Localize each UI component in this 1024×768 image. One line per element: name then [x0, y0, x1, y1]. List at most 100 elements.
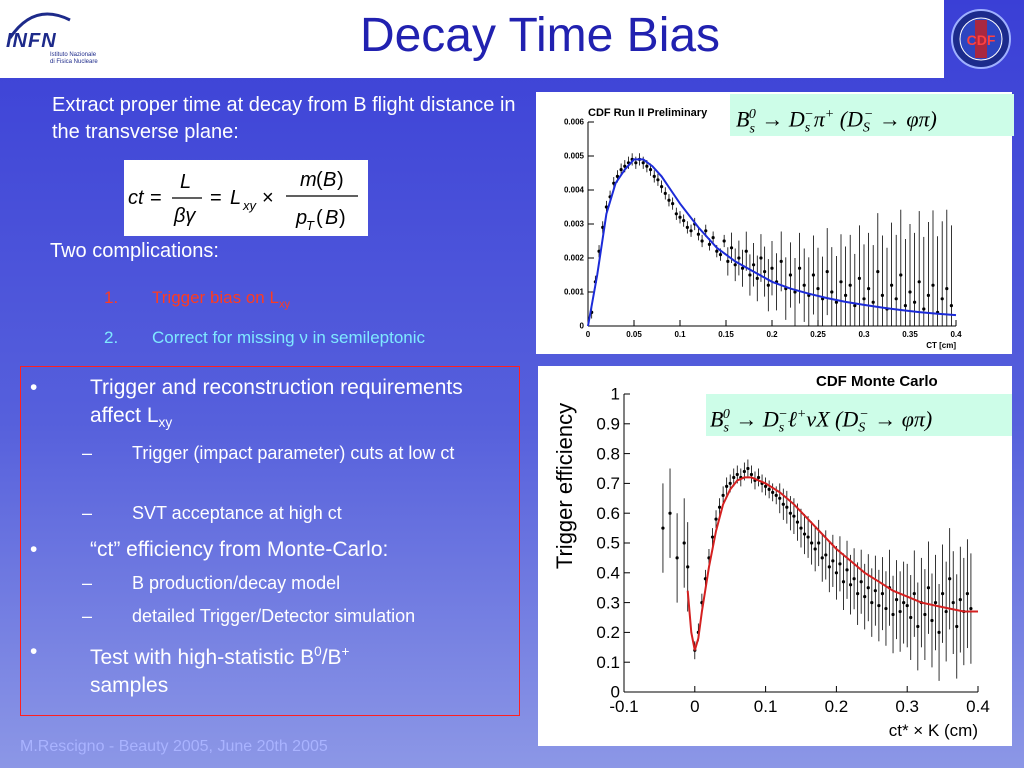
data-point: [951, 601, 955, 605]
data-point: [652, 174, 656, 178]
svg-text:(: (: [316, 169, 323, 191]
data-point: [824, 553, 828, 557]
data-point: [619, 168, 623, 172]
data-point: [778, 496, 782, 500]
data-point: [756, 475, 761, 480]
trigger-efficiency-chart: CDF Monte Carlo-0.1 0 0.1 0.2 0.3 0.400.10.20…: [552, 373, 990, 740]
data-point: [834, 571, 838, 575]
bullet-text: samples: [90, 674, 169, 697]
y-tick-label: 0.2: [596, 623, 620, 642]
y-tick-label: 0.7: [596, 474, 620, 493]
data-point: [802, 283, 806, 287]
data-point: [941, 592, 945, 596]
data-point: [641, 161, 645, 165]
data-point: [926, 293, 930, 297]
data-point: [923, 612, 927, 617]
svg-text:×: ×: [262, 187, 274, 209]
data-point: [908, 290, 912, 294]
data-point: [663, 191, 667, 195]
data-point: [752, 263, 756, 267]
cdf-logo-icon: CDF: [951, 9, 1011, 69]
data-point: [852, 577, 856, 581]
chart2-ylabel: Trigger efficiency: [552, 403, 577, 569]
data-point: [660, 185, 664, 189]
data-point: [912, 592, 916, 596]
data-point: [793, 290, 797, 294]
y-tick-label: 0: [611, 683, 620, 702]
data-point: [916, 624, 920, 629]
bullet-icon: •: [30, 538, 38, 561]
data-point: [623, 164, 627, 168]
data-point: [711, 236, 715, 240]
data-point: [969, 606, 973, 611]
bullet-icon: •: [30, 376, 38, 399]
data-point: [870, 601, 874, 605]
x-tick-label: 0.2: [766, 330, 778, 339]
cdf-logo-text: CDF: [967, 32, 996, 48]
data-point: [656, 178, 660, 182]
x-tick-label: 0.4: [950, 330, 962, 339]
data-point: [933, 601, 938, 605]
infn-sub-line2: di Fisica Nucleare: [50, 59, 98, 65]
data-point: [839, 280, 843, 284]
complication-text: Trigger bias on L: [152, 288, 279, 307]
data-point: [707, 242, 712, 246]
data-point: [645, 164, 649, 168]
data-point: [867, 287, 871, 291]
data-point: [788, 273, 792, 277]
data-point: [755, 276, 759, 280]
data-point: [913, 300, 917, 304]
data-point: [857, 276, 861, 280]
footer-credit: M.Rescigno - Beauty 2005, June 20th 2005: [20, 738, 328, 755]
data-point: [742, 469, 746, 474]
data-point: [700, 239, 704, 243]
data-point: [856, 592, 860, 596]
data-point: [811, 273, 815, 277]
data-point: [725, 484, 729, 488]
infn-logo-subtitle: Istituto Nazionale di Fisica Nucleare: [50, 52, 98, 66]
data-point: [802, 532, 807, 536]
data-point: [859, 580, 863, 584]
y-tick-label: 0.6: [596, 504, 620, 523]
data-point: [766, 283, 770, 287]
chart-panel-decay-time: CDF Run II Preliminary 0 0.05 0.1 0.15 0.2 0.2…: [536, 92, 1014, 354]
data-point: [737, 256, 741, 260]
bullet-icon: •: [30, 640, 38, 663]
data-point: [820, 556, 824, 560]
data-point: [806, 535, 810, 539]
data-point: [848, 283, 852, 287]
chart2-xlabel: ct* × K (cm): [889, 721, 978, 740]
data-point: [788, 511, 792, 515]
data-point: [696, 232, 700, 236]
y-tick-label: 0.005: [564, 152, 585, 161]
data-point: [715, 249, 719, 253]
data-point: [863, 595, 867, 599]
x-tick-label: 0.15: [718, 330, 734, 339]
data-point: [661, 526, 665, 530]
data-point: [689, 229, 693, 233]
data-point: [728, 481, 732, 485]
data-point: [771, 490, 775, 494]
svg-text:p: p: [295, 207, 307, 229]
data-point: [940, 297, 944, 301]
x-tick-label: 0.1: [674, 330, 686, 339]
bullet-item: Trigger and reconstruction requirements …: [90, 374, 500, 437]
bullet-text: /B: [321, 646, 342, 669]
chart1-title: CDF Run II Preliminary: [588, 107, 708, 119]
svg-text:ct: ct: [128, 187, 145, 209]
complications-heading: Two complications:: [50, 240, 219, 262]
data-point: [792, 514, 796, 518]
data-point: [817, 541, 821, 545]
y-tick-label: 0.4: [596, 563, 620, 582]
data-point: [785, 505, 789, 509]
dash-icon: –: [82, 573, 93, 593]
infn-logo: INFN Istituto Nazionale di Fisica Nuclea…: [4, 8, 114, 72]
svg-text:βγ: βγ: [173, 205, 196, 227]
bullet-subscript: xy: [158, 415, 173, 431]
complication-subscript: xy: [278, 298, 290, 311]
data-point: [764, 484, 768, 488]
data-point: [838, 562, 842, 566]
data-point: [714, 517, 718, 521]
data-point: [873, 589, 877, 593]
fit-curve: [587, 158, 957, 327]
